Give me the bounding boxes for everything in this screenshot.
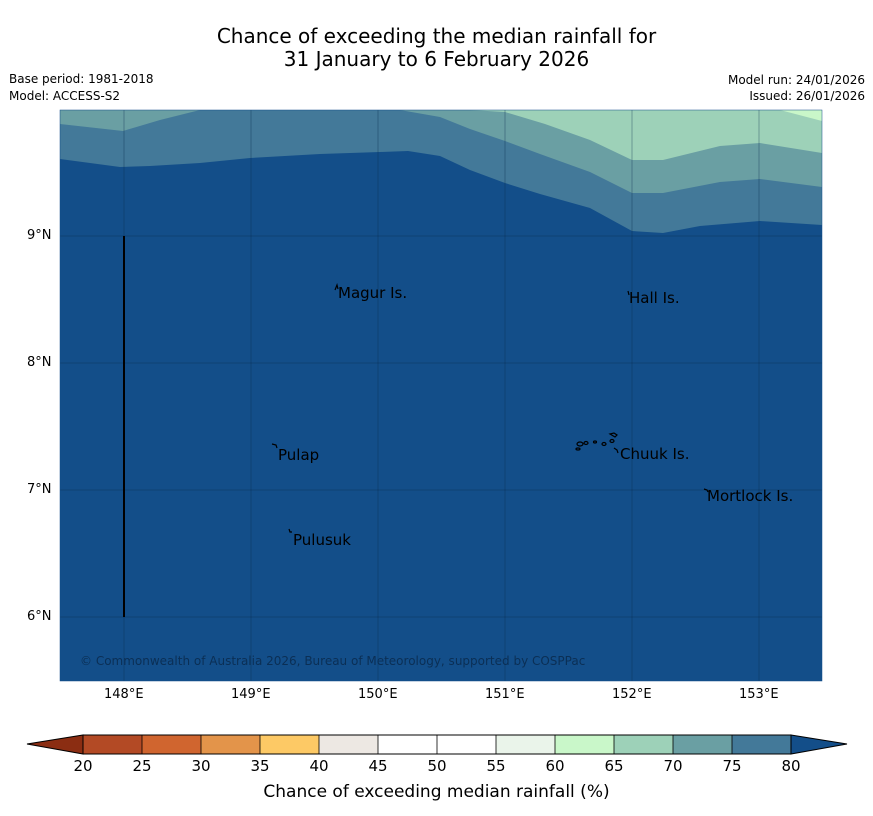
- place-label-pulusuk: Pulusuk: [293, 531, 351, 549]
- lon-label-151e: 151°E: [485, 687, 525, 702]
- pulap-island-shape: [271, 443, 278, 449]
- map-panel: [60, 110, 822, 681]
- lat-label-6n: 6°N: [27, 609, 52, 624]
- title-line-2: 31 January to 6 February 2026: [283, 47, 590, 71]
- rain-band-65-70: [400, 110, 822, 160]
- colorbar-tick-55: 55: [486, 757, 506, 775]
- place-label-chuuk: Chuuk Is.: [620, 445, 690, 463]
- colorbar-tick-70: 70: [663, 757, 683, 775]
- base-period-label: Base period: 1981-2018: [9, 72, 154, 86]
- lon-label-150e: 150°E: [358, 687, 398, 702]
- colorbar-segment-30-35: [201, 735, 260, 754]
- colorbar-segment-60-65: [555, 735, 614, 754]
- graticule: [60, 110, 822, 681]
- colorbar-tick-65: 65: [604, 757, 624, 775]
- lon-label-152e: 152°E: [612, 687, 652, 702]
- island-outlines: [271, 283, 709, 533]
- colorbar-tick-75: 75: [722, 757, 742, 775]
- place-label-hall: Hall Is.: [629, 289, 680, 307]
- colorbar-segment-45-50: [378, 735, 437, 754]
- lon-label-148e: 148°E: [104, 687, 144, 702]
- colorbar-segment-65-70: [614, 735, 673, 754]
- mortlock-island-shape: [703, 488, 709, 493]
- colorbar-tick-25: 25: [132, 757, 152, 775]
- issued-label: Issued: 26/01/2026: [749, 89, 865, 103]
- lon-label-153e: 153°E: [739, 687, 779, 702]
- colorbar-segment-35-40: [260, 735, 319, 754]
- colorbar-tick-30: 30: [191, 757, 211, 775]
- colorbar-title: Chance of exceeding median rainfall (%): [263, 782, 610, 802]
- colorbar-segment-40-45: [319, 735, 378, 754]
- model-run-label: Model run: 24/01/2026: [727, 73, 865, 87]
- colorbar-segment-55-60: [496, 735, 555, 754]
- copyright-notice: © Commonwealth of Australia 2026, Bureau…: [80, 654, 586, 668]
- place-label-mortlock: Mortlock Is.: [707, 487, 794, 505]
- colorbar-tick-45: 45: [368, 757, 388, 775]
- colorbar-segment-25-30: [142, 735, 201, 754]
- colorbar-tick-60: 60: [545, 757, 565, 775]
- colorbar-segment-50-55: [437, 735, 496, 754]
- colorbar-tick-35: 35: [250, 757, 270, 775]
- model-label: Model: ACCESS-S2: [9, 89, 121, 103]
- title-line-1: Chance of exceeding the median rainfall …: [216, 24, 657, 48]
- colorbar-tick-80: 80: [781, 757, 801, 775]
- place-label-magur: Magur Is.: [338, 284, 408, 302]
- lat-label-7n: 7°N: [27, 482, 52, 497]
- rain-band-60-65: [780, 110, 822, 121]
- colorbar-segment-70-75: [673, 735, 732, 754]
- place-label-pulap: Pulap: [278, 446, 320, 464]
- colorbar-tick-20: 20: [73, 757, 93, 775]
- colorbar: [26, 734, 848, 755]
- colorbar-tick-50: 50: [427, 757, 447, 775]
- lon-label-149e: 149°E: [231, 687, 271, 702]
- colorbar-over-arrow: [790, 734, 848, 755]
- magur-island-shape: [334, 283, 339, 291]
- hall-island-shape: [627, 290, 630, 296]
- lat-label-8n: 8°N: [27, 355, 52, 370]
- colorbar-under-arrow: [26, 734, 84, 755]
- colorbar-tick-40: 40: [309, 757, 329, 775]
- chuuk-island-shapes: [575, 432, 619, 454]
- lat-label-9n: 9°N: [27, 228, 52, 243]
- pulusuk-island-shape: [288, 528, 292, 533]
- colorbar-segment-75-80: [732, 735, 791, 754]
- colorbar-segment-20-25: [83, 735, 142, 754]
